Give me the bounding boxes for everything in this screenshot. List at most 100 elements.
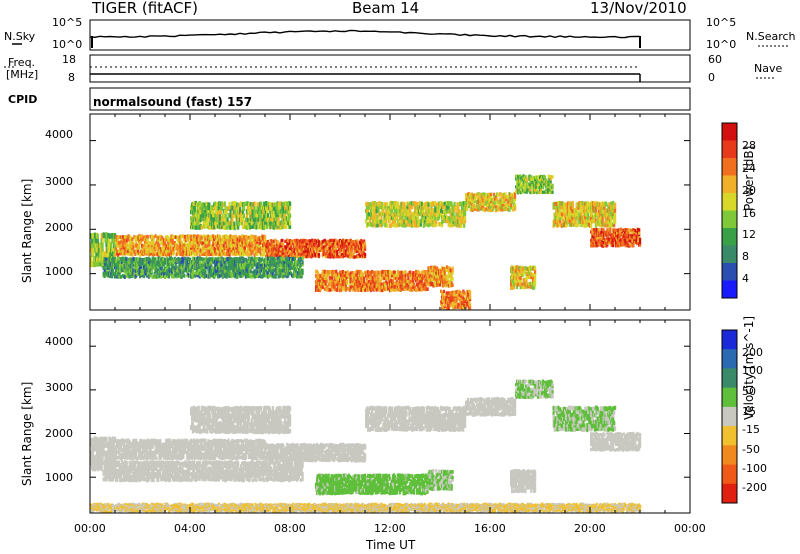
echo-cell [393, 208, 396, 214]
echo-cell [233, 213, 236, 219]
echo-cell [108, 238, 111, 244]
echo-cell [325, 246, 328, 251]
echo-cell [210, 249, 213, 254]
echo-cell [240, 201, 243, 206]
echo-cell [201, 202, 204, 207]
echo-cell [214, 201, 217, 207]
echo-cell [101, 241, 104, 248]
echo-cell [228, 256, 231, 261]
echo-cell [152, 238, 155, 243]
x-tick-label: 00:00 [674, 522, 706, 535]
echo-cell [188, 243, 191, 248]
echo-cell [602, 236, 605, 240]
echo-cell [199, 212, 202, 218]
echo-cell [145, 240, 148, 244]
echo-cell [107, 251, 110, 257]
echo-cell [142, 235, 146, 240]
echo-cell [253, 205, 256, 211]
echo-cell [220, 252, 223, 257]
echo-cell [129, 235, 132, 240]
echo-cell [91, 251, 95, 257]
echo-cell [463, 223, 466, 228]
noise-tick-right-bottom: 10^0 [706, 38, 737, 51]
power-ytick: 2000 [45, 221, 73, 234]
echo-cell [205, 246, 208, 250]
echo-cell [162, 257, 165, 262]
echo-cell [322, 282, 325, 286]
echo-cell [224, 263, 227, 267]
echo-cell [260, 201, 263, 206]
echo-cell [228, 220, 231, 226]
echo-cell [215, 251, 218, 256]
echo-cell [217, 205, 221, 211]
echo-cell [119, 240, 122, 244]
echo-cell [236, 275, 239, 279]
echo-cell [252, 224, 255, 229]
echo-cell [205, 201, 208, 207]
echo-cell [266, 224, 269, 229]
cpid-label: CPID [8, 93, 38, 106]
echo-cell [255, 235, 258, 240]
echo-cell [242, 206, 246, 211]
beam-title: Beam 14 [352, 0, 420, 17]
echo-cell [91, 243, 95, 249]
echo-cell [245, 225, 248, 230]
echo-cell [125, 243, 128, 248]
echo-cell [243, 201, 246, 207]
echo-cell [462, 205, 465, 211]
echo-cell [208, 252, 211, 257]
echo-cell [341, 273, 345, 278]
velocity-cbar-tick: 200 [742, 346, 763, 359]
x-axis-label: Time UT [366, 538, 416, 552]
echo-cell [525, 185, 528, 189]
echo-cell [222, 213, 225, 218]
echo-cell [464, 201, 467, 206]
echo-cell [277, 210, 280, 215]
echo-cell [205, 214, 208, 219]
echo-cell [126, 246, 129, 251]
echo-cell [154, 234, 157, 238]
echo-cell [166, 235, 170, 240]
cpid-value: normalsound (fast) 157 [93, 95, 253, 109]
echo-cell [241, 224, 245, 230]
echo-cell [220, 206, 223, 211]
echo-cell [145, 257, 148, 261]
echo-cell [230, 237, 233, 242]
echo-cell [148, 257, 151, 262]
echo-cell [258, 221, 261, 227]
velocity-cbar-tick: -100 [742, 462, 767, 475]
echo-cell [289, 201, 292, 207]
echo-cell [241, 246, 244, 251]
echo-cell [170, 249, 173, 253]
echo-cell [237, 225, 240, 230]
echo-cell [237, 249, 240, 254]
echo-cell [166, 250, 169, 254]
noise-tick-right-top: 10^5 [706, 16, 737, 29]
echo-cell [191, 243, 194, 247]
echo-cell [276, 212, 279, 218]
echo-cell [272, 239, 275, 243]
echo-cell [157, 237, 160, 242]
echo-cell [247, 243, 250, 248]
echo-cell [490, 192, 493, 196]
echo-cell [105, 232, 108, 238]
echo-cell [253, 209, 256, 215]
echo-cell [251, 249, 254, 253]
echo-cell [179, 238, 182, 242]
echo-cell [364, 245, 367, 249]
echo-cell [639, 240, 642, 245]
echo-cell [575, 223, 578, 228]
echo-cell [196, 234, 199, 238]
echo-cell [261, 241, 264, 245]
echo-cell [155, 240, 158, 245]
echo-cell [396, 201, 399, 206]
echo-cell [190, 249, 193, 254]
echo-cell [193, 209, 196, 215]
echo-cell [316, 288, 319, 292]
echo-cell [116, 249, 119, 254]
echo-cell [526, 188, 529, 192]
x-tick-label: 16:00 [474, 522, 506, 535]
echo-cell [191, 206, 194, 211]
echo-cell [263, 225, 266, 230]
echo-cell [409, 209, 412, 214]
